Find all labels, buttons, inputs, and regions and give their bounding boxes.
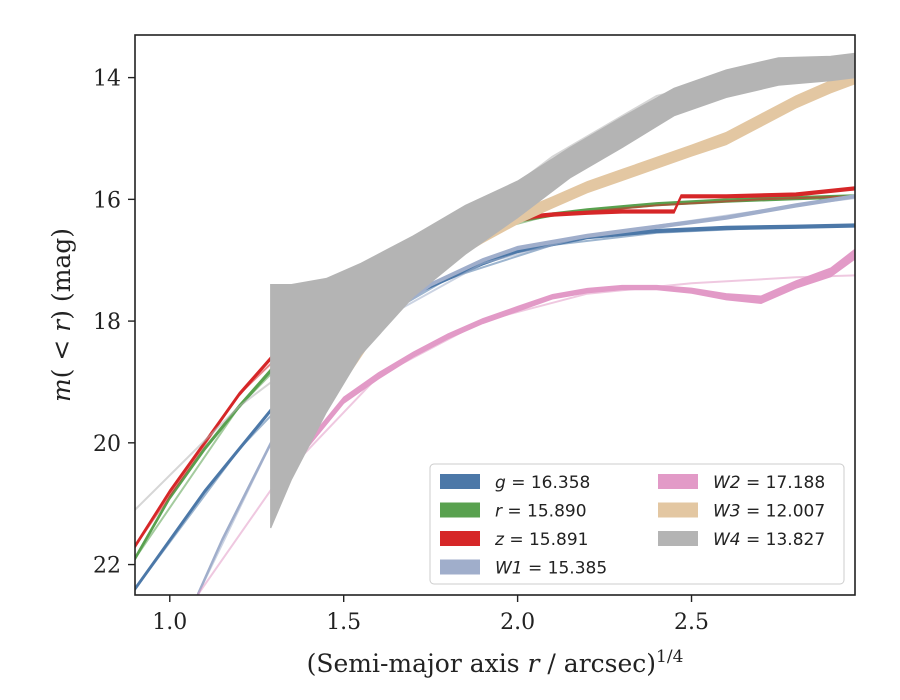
legend-label: z = 15.891 [494,530,588,550]
legend-label: W2 = 17.188 [713,473,825,493]
legend-swatch [440,474,480,489]
series-w2-band [273,248,855,491]
legend-box [429,463,845,585]
legend: g = 16.358 r = 15.890 z = 15.891 W1 = 15.38… [429,463,845,585]
legend-item-w3: W3 = 12.007 [658,502,825,522]
series-w3-model-curve [342,76,855,365]
legend-swatch [440,531,480,546]
legend-swatch [440,559,480,575]
y-axis-title: m( < r) (mag) [47,228,76,402]
legend-swatch [440,502,480,518]
legend-item-g: g = 16.358 [440,473,590,493]
plot-frame [134,34,856,596]
y-tick-label: 22 [93,554,121,579]
x-tick-label: 1.5 [326,610,361,635]
legend-item-w1: W1 = 15.385 [440,559,607,579]
x-axis-title: (Semi-major axis r / arcsec)1/4 [307,647,684,678]
legend-swatch [658,531,698,546]
y-tick-label: 14 [93,67,121,92]
series-layer [135,52,855,595]
x-tick-label: 1.0 [152,610,187,635]
y-tick-label: 16 [93,188,121,213]
legend-label: g = 16.358 [495,473,590,493]
legend-item-w2: W2 = 17.188 [658,473,825,493]
x-tick-label: 2.0 [500,610,535,635]
legend-label: r = 15.890 [495,502,587,522]
legend-swatch [658,474,698,489]
legend-label: W4 = 13.827 [713,530,825,550]
legend-item-r: r = 15.890 [440,502,587,522]
y-tick-label: 20 [93,432,121,457]
ticks-layer: 1.0 1.5 2.0 2.5 14 16 18 20 22 [93,67,709,635]
y-tick-label: 18 [93,310,121,335]
series-w4-band [270,52,855,529]
legend-label: W1 = 15.385 [495,559,607,579]
legend-item-z: z = 15.891 [440,530,588,550]
legend-label: W3 = 12.007 [713,502,825,522]
legend-item-w4: W4 = 13.827 [658,530,825,550]
series-w4 [135,52,855,529]
legend-swatch [658,502,698,518]
x-tick-label: 2.5 [674,610,709,635]
